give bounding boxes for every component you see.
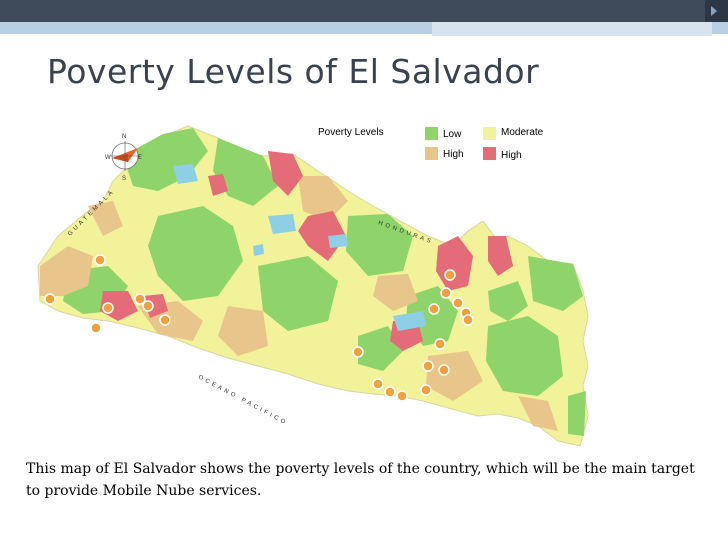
map-marker [444, 269, 456, 281]
legend-label-very-high: High [501, 150, 522, 161]
map-marker [134, 293, 146, 305]
legend-swatch-low [425, 127, 438, 140]
map-marker [438, 364, 450, 376]
mobile-nube-markers [44, 254, 474, 402]
map-marker [428, 303, 440, 315]
compass-s: S [122, 176, 127, 182]
map-marker [372, 378, 384, 390]
compass-n: N [122, 134, 127, 140]
legend-label-moderate: Moderate [501, 127, 544, 138]
map-marker [90, 322, 102, 334]
map-marker [440, 287, 452, 299]
map-marker [396, 390, 408, 402]
compass-icon [110, 141, 140, 171]
map-marker [422, 360, 434, 372]
map-marker [384, 386, 396, 398]
compass-w: W [105, 155, 111, 161]
legend-label-low: Low [443, 129, 462, 140]
legend-swatch-very-high [483, 147, 496, 160]
slide-arrow-icon [711, 6, 717, 16]
map-marker [142, 300, 154, 312]
map-label-ocean: OCEANO PACIFICO [197, 374, 289, 427]
legend-label-high: High [443, 149, 464, 160]
map-marker [420, 384, 432, 396]
map-marker [352, 346, 364, 358]
map-marker [452, 297, 464, 309]
map-marker [44, 293, 56, 305]
map-marker [462, 314, 474, 326]
el-salvador-map: GUATEMALA HONDURAS OCEANO PACIFICO [37, 125, 589, 447]
legend-title: Poverty Levels [318, 127, 384, 138]
map-marker [102, 302, 114, 314]
legend-swatch-high [425, 147, 438, 160]
map-marker [434, 338, 446, 350]
legend-swatch-moderate [483, 127, 496, 140]
slide-top-bar [0, 0, 728, 22]
compass-e: E [138, 155, 143, 161]
map-marker [159, 314, 171, 326]
slide-caption: This map of El Salvador shows the povert… [26, 461, 695, 499]
slide-accent-bar-right [432, 22, 712, 36]
map-marker [94, 254, 106, 266]
page-title: Poverty Levels of El Salvador [47, 52, 540, 91]
